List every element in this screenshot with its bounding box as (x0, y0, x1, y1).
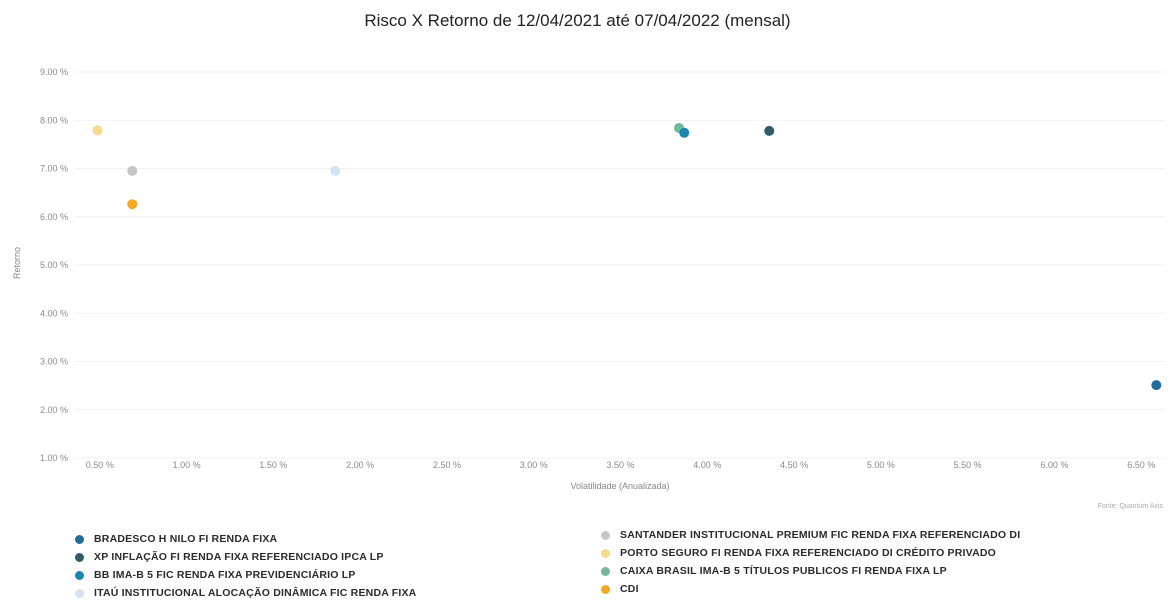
legend-label: BRADESCO H NILO FI RENDA FIXA (94, 533, 278, 545)
legend-item[interactable]: SANTANDER INSTITUCIONAL PREMIUM FIC REND… (601, 526, 1020, 544)
x-tick-label: 5.50 % (954, 460, 982, 470)
scatter-plot: 9.00 % 8.00 % 7.00 % 6.00 % 5.00 % 4.00 % 3.00… (40, 67, 1165, 470)
legend-label: ITAÚ INSTITUCIONAL ALOCAÇÃO DINÂMICA FIC… (94, 587, 417, 599)
scatter-point-5[interactable] (127, 165, 138, 176)
x-tick-label: 2.00 % (346, 460, 374, 470)
y-tick-label: 1.00 % (40, 453, 68, 463)
x-tick-label: 3.00 % (520, 460, 548, 470)
scatter-point-6[interactable] (92, 125, 103, 136)
x-tick-label: 1.00 % (173, 460, 201, 470)
legend-item[interactable]: BB IMA-B 5 FIC RENDA FIXA PREVIDENCIÁRIO… (75, 566, 416, 584)
scatter-point-3[interactable] (679, 127, 690, 138)
legend-marker-icon (601, 566, 610, 576)
x-axis-label: Volatilidade (Anualizada) (570, 481, 670, 491)
legend-item[interactable]: ITAÚ INSTITUCIONAL ALOCAÇÃO DINÂMICA FIC… (75, 584, 416, 602)
x-tick-label: 4.50 % (780, 460, 808, 470)
x-tick-label: 6.00 % (1040, 460, 1068, 470)
legend-marker-icon (601, 548, 610, 558)
legend-item[interactable]: PORTO SEGURO FI RENDA FIXA REFERENCIADO … (601, 544, 1020, 562)
x-tick-label: 3.50 % (607, 460, 635, 470)
scatter-point-1[interactable] (1151, 380, 1162, 391)
legend-label: BB IMA-B 5 FIC RENDA FIXA PREVIDENCIÁRIO… (94, 569, 356, 581)
scatter-point-4[interactable] (330, 165, 341, 176)
legend-label: CAIXA BRASIL IMA-B 5 TÍTULOS PUBLICOS FI… (620, 565, 947, 577)
x-tick-label: 5.00 % (867, 460, 895, 470)
scatter-point-8[interactable] (127, 199, 138, 210)
y-tick-label: 4.00 % (40, 308, 68, 318)
legend-marker-icon (601, 530, 610, 540)
x-tick-label: 2.50 % (433, 460, 461, 470)
legend-item[interactable]: BRADESCO H NILO FI RENDA FIXA (75, 530, 416, 548)
legend-marker-icon (75, 588, 84, 598)
y-tick-label: 2.00 % (40, 405, 68, 415)
legend-marker-icon (601, 584, 610, 594)
legend-right-column: SANTANDER INSTITUCIONAL PREMIUM FIC REND… (601, 526, 1020, 598)
legend-left-column: BRADESCO H NILO FI RENDA FIXA XP INFLAÇÃ… (75, 530, 416, 602)
y-tick-label: 3.00 % (40, 357, 68, 367)
legend-label: CDI (620, 583, 639, 595)
legend-marker-icon (75, 552, 84, 562)
x-tick-label: 0.50 % (86, 460, 114, 470)
y-tick-label: 7.00 % (40, 164, 68, 174)
y-tick-label: 8.00 % (40, 115, 68, 125)
legend-label: XP INFLAÇÃO FI RENDA FIXA REFERENCIADO I… (94, 551, 384, 563)
x-tick-label: 6.50 % (1127, 460, 1155, 470)
y-tick-label: 5.00 % (40, 260, 68, 270)
legend-item[interactable]: XP INFLAÇÃO FI RENDA FIXA REFERENCIADO I… (75, 548, 416, 566)
legend-marker-icon (75, 570, 84, 580)
x-tick-label: 1.50 % (259, 460, 287, 470)
legend-marker-icon (75, 534, 84, 544)
legend-label: PORTO SEGURO FI RENDA FIXA REFERENCIADO … (620, 547, 997, 559)
y-tick-label: 9.00 % (40, 67, 68, 77)
x-tick-label: 4.00 % (693, 460, 721, 470)
y-axis-label: Retorno (12, 246, 22, 280)
legend-item[interactable]: CDI (601, 580, 1020, 598)
y-tick-label: 6.00 % (40, 212, 68, 222)
chart-title: Risco X Retorno de 12/04/2021 até 07/04/… (364, 11, 791, 30)
source-note: Fonte: Quantum Axis (1097, 503, 1163, 510)
legend-label: SANTANDER INSTITUCIONAL PREMIUM FIC REND… (620, 529, 1021, 541)
scatter-point-2[interactable] (764, 125, 775, 136)
legend-item[interactable]: CAIXA BRASIL IMA-B 5 TÍTULOS PUBLICOS FI… (601, 562, 1020, 580)
